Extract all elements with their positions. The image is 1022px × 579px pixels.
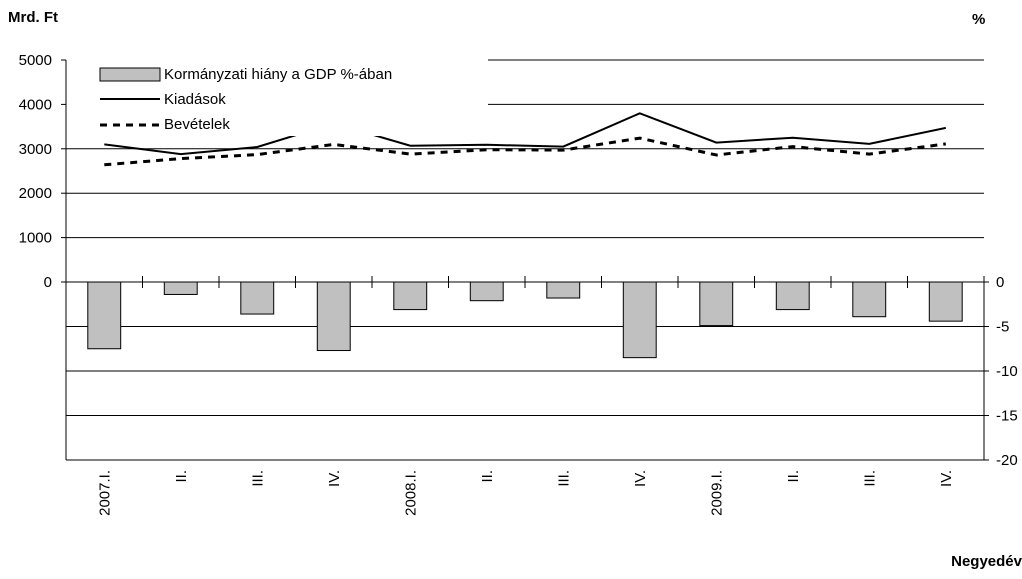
line-kiadasok: [104, 112, 947, 156]
left-axis-unit: Mrd. Ft: [8, 9, 58, 26]
bar-3: [316, 281, 351, 352]
category-label: IV.: [326, 470, 343, 487]
right-axis-unit: %: [972, 11, 985, 28]
left-tick-label: 2000: [19, 185, 52, 202]
legend-label-kiadasok: Kiadások: [164, 91, 226, 108]
bar-0: [87, 281, 122, 350]
category-label: IV.: [632, 470, 649, 487]
category-label: 2007.I.: [96, 470, 113, 516]
legend-swatch-deficit: [99, 67, 161, 82]
left-tick-labels: 5000 4000 3000 2000 1000 0: [19, 52, 52, 291]
right-tick-label: -15: [996, 408, 1018, 425]
right-tick-label: -5: [996, 319, 1009, 336]
category-label: 2009.I.: [708, 470, 725, 516]
legend-label-bevetelek: Bevételek: [164, 116, 230, 133]
bar-8: [699, 281, 734, 327]
left-tick-label: 0: [44, 274, 52, 291]
category-label: III.: [555, 470, 572, 487]
bar-1: [163, 281, 198, 295]
bar-6: [546, 281, 581, 299]
category-label: II.: [173, 470, 190, 483]
axes: [61, 59, 989, 461]
legend: Kormányzati hiány a GDP %-ában Kiadások …: [88, 58, 488, 136]
bar-5: [469, 281, 504, 302]
left-tick-label: 5000: [19, 52, 52, 69]
left-tick-label: 1000: [19, 230, 52, 247]
left-tick-label: 3000: [19, 141, 52, 158]
right-tick-labels: 0 -5 -10 -15 -20: [996, 274, 1018, 469]
category-label: III.: [861, 470, 878, 487]
bar-2: [240, 281, 275, 315]
right-tick-label: 0: [996, 274, 1004, 291]
line-bevetelek: [104, 136, 946, 167]
right-tick-label: -20: [996, 452, 1018, 469]
bar-4: [393, 281, 428, 311]
bar-7: [622, 281, 657, 359]
bar-10: [852, 281, 887, 318]
deficit-bars: [87, 281, 963, 359]
legend-label-deficit: Kormányzati hiány a GDP %-ában: [164, 66, 392, 83]
category-label: IV.: [938, 470, 955, 487]
series-lines: [104, 112, 947, 167]
right-tick-label: -10: [996, 363, 1018, 380]
category-label: 2008.I.: [402, 470, 419, 516]
bar-9: [775, 281, 810, 311]
category-label: III.: [249, 470, 266, 487]
category-labels: 2007.I. II. III. IV. 2008.I. II. III. IV. 2009.I…: [96, 470, 955, 516]
category-label: II.: [479, 470, 496, 483]
category-label: II.: [785, 470, 802, 483]
left-tick-label: 4000: [19, 96, 52, 113]
bar-11: [928, 281, 963, 322]
x-axis-title: Negyedév: [951, 553, 1022, 570]
